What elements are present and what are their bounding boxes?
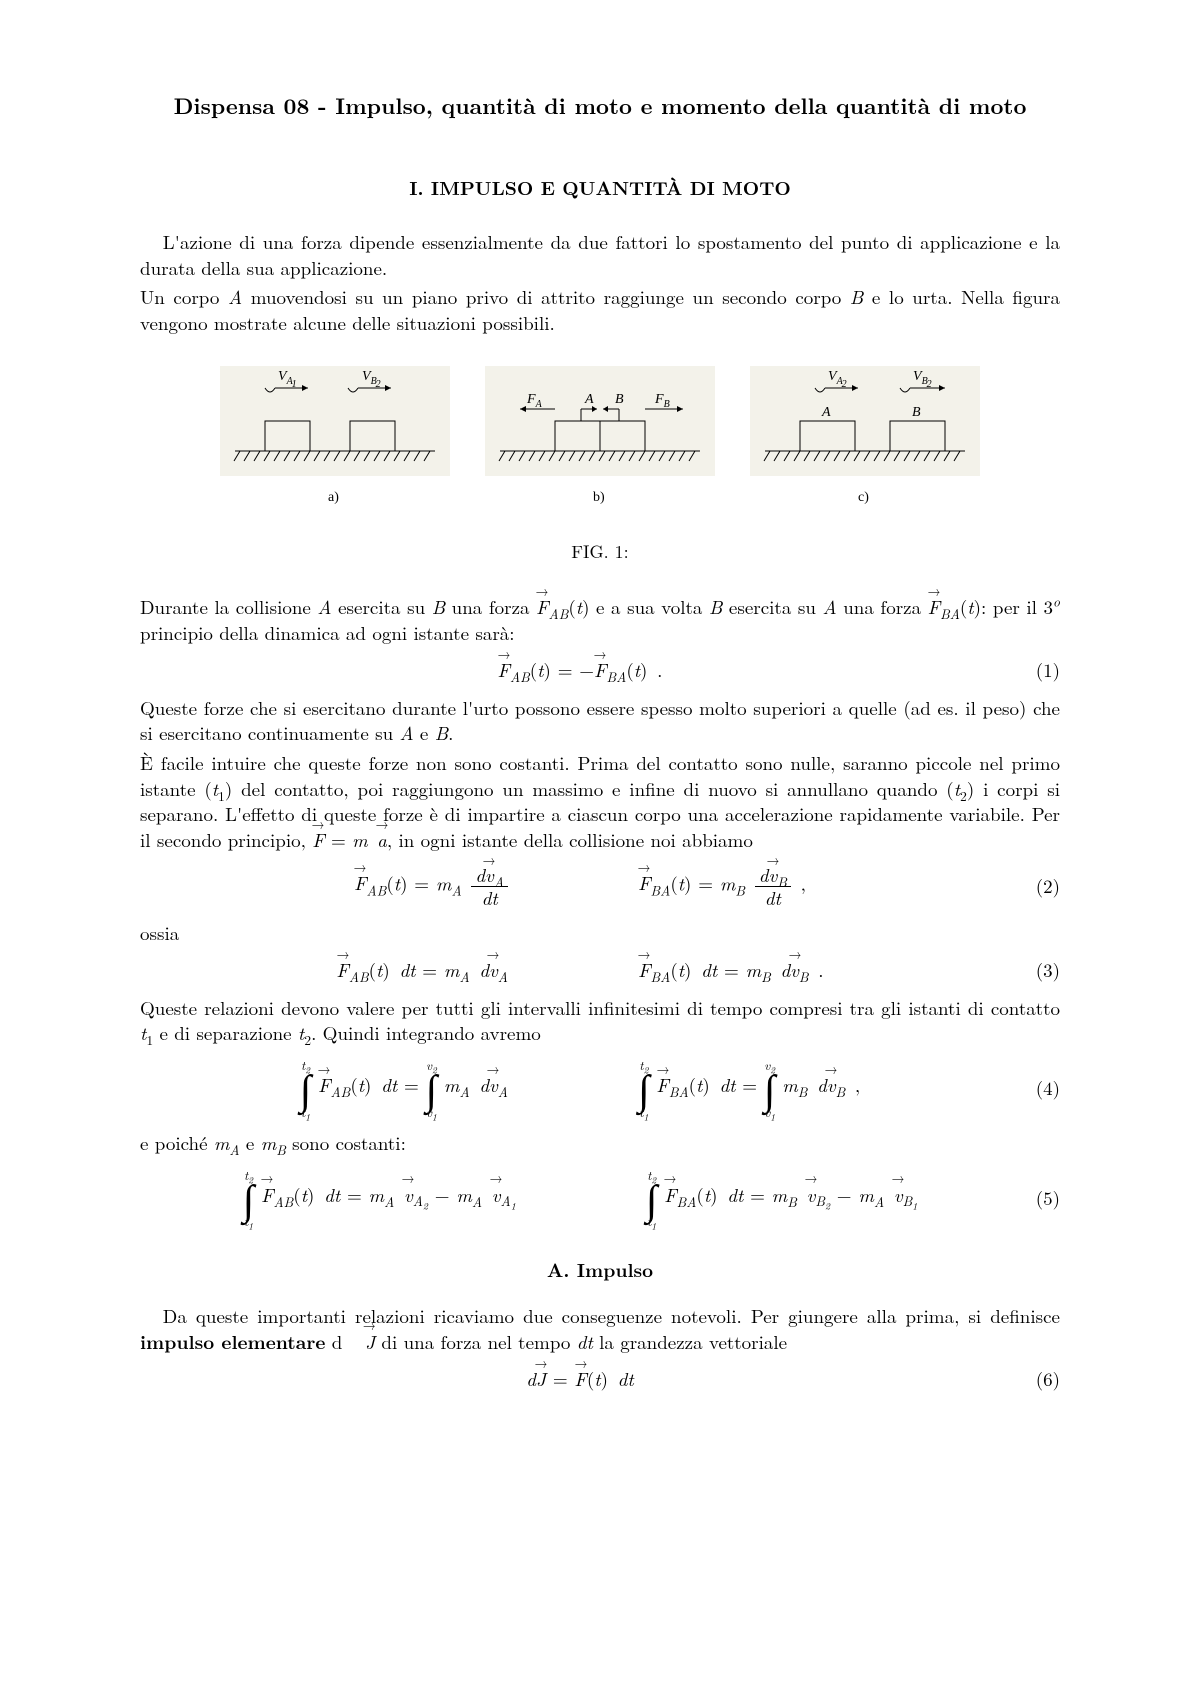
equation-5: t2∫t1 FAB(t) dt = mA vA2 − mA vA1 t2∫t1 … — [140, 1168, 1060, 1228]
text: Queste relazioni devono valere per tutti… — [140, 994, 1060, 1021]
svg-text:b): b) — [593, 490, 605, 505]
eq-number: (4) — [1020, 1075, 1060, 1101]
eq-number: (6) — [1020, 1366, 1060, 1392]
text: e di separazione — [153, 1019, 298, 1046]
page-title: Dispensa 08 - Impulso, quantità di moto … — [140, 90, 1060, 120]
text: Da queste importanti relazioni ricaviamo… — [163, 1302, 1060, 1329]
paragraph: Queste relazioni devono valere per tutti… — [140, 995, 1060, 1046]
equation-2: FAB(t) = mA dvAdt FBA(t) = mB dvBdt , (2… — [140, 865, 1060, 908]
section-heading: I. IMPULSO E QUANTITÀ DI MOTO — [140, 175, 1060, 201]
eq-number: (5) — [1020, 1185, 1060, 1211]
svg-text:A: A — [584, 392, 594, 407]
paragraph: Durante la collisione A esercita su B un… — [140, 594, 1060, 645]
var-B: B — [850, 283, 863, 310]
eq-number: (2) — [1020, 873, 1060, 899]
text: principio della dinamica ad ogni istante… — [140, 619, 515, 646]
text: . Quindi integrando avremo — [311, 1019, 541, 1046]
figure-svg: VA1 VB2 a) — [220, 366, 980, 526]
figure-1: VA1 VB2 a) — [140, 366, 1060, 526]
text: , in ogni istante della collisione noi a… — [387, 826, 753, 853]
eq-number: (1) — [1020, 657, 1060, 683]
paragraph: È facile intuire che queste forze non so… — [140, 750, 1060, 853]
svg-text:A: A — [821, 405, 831, 420]
text: esercita su — [722, 593, 822, 620]
figure-panel-b: FA A B FB b) — [485, 366, 715, 505]
text: la grandezza vettoriale — [593, 1328, 787, 1355]
text: una forza — [837, 593, 928, 620]
paragraph: L'azione di una forza dipende essenzialm… — [140, 229, 1060, 280]
equation-1: FAB(t) = −FBA(t) . (1) — [140, 657, 1060, 683]
text: e — [414, 719, 435, 746]
paragraph: ossia — [140, 920, 1060, 946]
text: e poiché — [140, 1129, 214, 1156]
paragraph: Un corpo A muovendosi su un piano privo … — [140, 284, 1060, 335]
text: d — [325, 1328, 342, 1355]
svg-text:c): c) — [858, 490, 869, 505]
equation-4: t2∫t1 FAB(t) dt = v2∫v1 mA dvA t2∫t1 FBA… — [140, 1058, 1060, 1118]
text: esercita su — [332, 593, 432, 620]
text: o — [1053, 592, 1060, 611]
text: e — [240, 1129, 261, 1156]
term-impulso-elementare: impulso elementare — [140, 1327, 325, 1355]
equation-3: FAB(t) dt = mA dvA FBA(t) dt = mB dvB . … — [140, 957, 1060, 983]
svg-text:a): a) — [328, 490, 339, 505]
text: : per il 3 — [981, 593, 1053, 620]
paragraph: e poiché mA e mB sono costanti: — [140, 1130, 1060, 1156]
text: . — [448, 719, 453, 746]
text: Un corpo — [140, 283, 228, 310]
figure-panel-c: VA2 VB2 A B c) — [750, 366, 980, 505]
text: Durante la collisione — [140, 593, 317, 620]
text: sono costanti: — [286, 1129, 406, 1156]
svg-text:B: B — [912, 405, 921, 420]
text: una forza — [445, 593, 536, 620]
var-A: A — [228, 283, 242, 310]
text: di una forza nel tempo — [375, 1328, 577, 1355]
equation-6: dJ = F(t) dt (6) — [140, 1366, 1060, 1392]
paragraph: Da queste importanti relazioni ricaviamo… — [140, 1303, 1060, 1354]
svg-text:B: B — [615, 392, 624, 407]
text: ) del contatto, poi raggiungono un massi… — [225, 775, 954, 802]
figure-panel-a: VA1 VB2 a) — [220, 366, 450, 505]
figure-caption: FIG. 1: — [140, 540, 1060, 564]
text: muovendosi su un piano privo di attrito … — [242, 283, 850, 310]
text: Queste forze che si esercitano durante l… — [140, 694, 1060, 747]
paragraph: Queste forze che si esercitano durante l… — [140, 695, 1060, 746]
eq-number: (3) — [1020, 957, 1060, 983]
text: e a sua volta — [589, 593, 708, 620]
subsection-heading: A. Impulso — [140, 1257, 1060, 1283]
